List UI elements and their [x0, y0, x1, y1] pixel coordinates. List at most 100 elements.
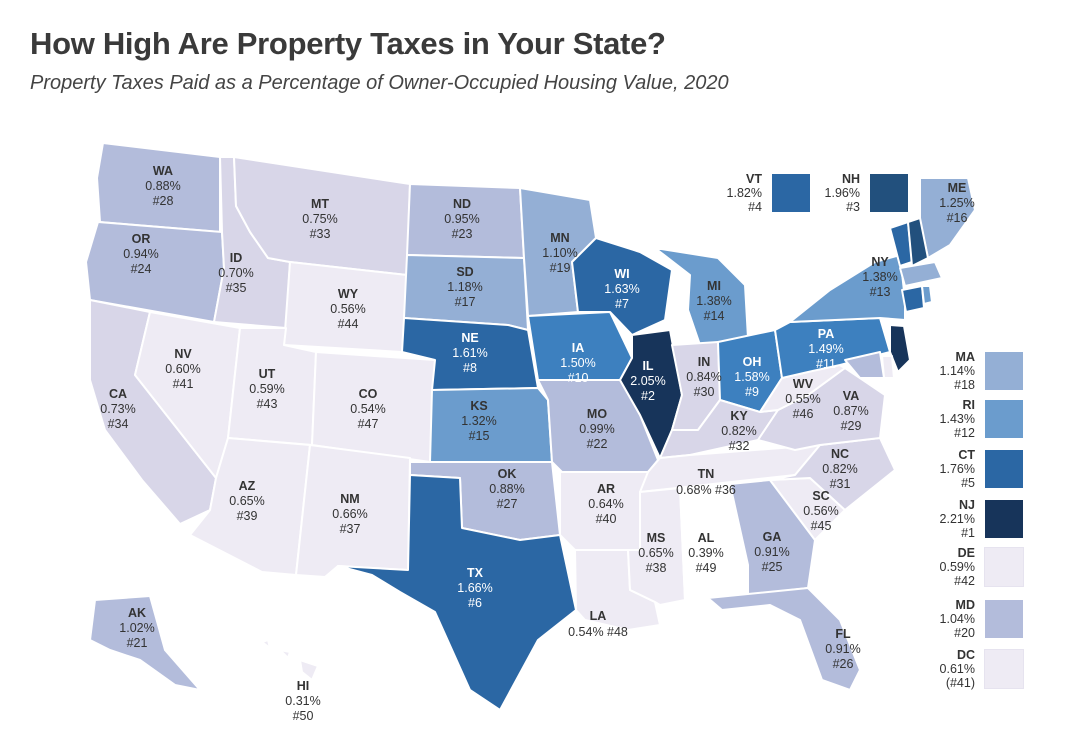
state-rate-pa: 1.49% [808, 342, 843, 356]
state-abbr-wa: WA [153, 164, 173, 178]
legend-md-rank: #20 [954, 626, 975, 640]
state-rate-nm: 0.66% [332, 507, 367, 521]
state-label-co: CO 0.54% #47 [350, 387, 385, 431]
state-label-nv: NV 0.60% #41 [165, 347, 200, 391]
state-nh [907, 217, 929, 267]
state-rate-al: 0.39% [688, 546, 723, 560]
state-rank-sd: #17 [455, 295, 476, 309]
legend-nj-rate: 2.21% [939, 512, 975, 526]
state-rank-ca: #34 [108, 417, 129, 431]
state-rate-nd: 0.95% [444, 212, 479, 226]
state-abbr-ut: UT [259, 367, 276, 381]
state-rank-ar: #40 [596, 512, 617, 526]
state-rank-mo: #22 [587, 437, 608, 451]
state-abbr-me: ME [948, 181, 967, 195]
legend-md-abbr: MD [955, 598, 975, 612]
callout-nh-rate: 1.96% [824, 186, 860, 200]
state-rate-nv: 0.60% [165, 362, 200, 376]
state-abbr-wy: WY [338, 287, 359, 301]
state-rate-id: 0.70% [218, 266, 253, 280]
state-rate-mn: 1.10% [542, 246, 577, 260]
legend-dc-rate: 0.61% [939, 662, 975, 676]
state-rank-id: #35 [226, 281, 247, 295]
state-rank-nv: #41 [173, 377, 194, 391]
state-label-or: OR 0.94% #24 [123, 232, 158, 276]
legend-nj-rank: #1 [961, 526, 975, 540]
state-abbr-wi: WI [614, 267, 629, 281]
state-rate-sd: 1.18% [447, 280, 482, 294]
legend-ct-abbr: CT [958, 448, 975, 462]
state-rate-ca: 0.73% [100, 402, 135, 416]
state-label-in: IN 0.84% #30 [686, 355, 721, 399]
state-abbr-ar: AR [597, 482, 615, 496]
state-label-il: IL 2.05% #2 [630, 359, 665, 403]
state-abbr-mi: MI [707, 279, 721, 293]
state-rate-az: 0.65% [229, 494, 264, 508]
state-rank-nd: #23 [452, 227, 473, 241]
state-label-ms: MS 0.65% #38 [638, 531, 673, 575]
legend-ma-rank: #18 [954, 378, 975, 392]
state-label-wi: WI 1.63% #7 [604, 267, 639, 311]
state-value-la: 0.54% #48 [568, 625, 628, 639]
state-abbr-ok: OK [498, 467, 517, 481]
callout-vt-swatch [772, 174, 810, 212]
state-rank-ok: #27 [497, 497, 518, 511]
state-label-mt: MT 0.75% #33 [302, 197, 337, 241]
state-rate-co: 0.54% [350, 402, 385, 416]
callout-nh-swatch [870, 174, 908, 212]
state-rank-wy: #44 [338, 317, 359, 331]
state-rate-ky: 0.82% [721, 424, 756, 438]
legend-ma-swatch [985, 352, 1023, 390]
legend-md: MD 1.04% #20 [933, 598, 1023, 640]
state-label-ak: AK 1.02% #21 [119, 606, 154, 650]
state-abbr-sd: SD [456, 265, 473, 279]
legend-de-swatch [984, 547, 1024, 587]
state-label-mn: MN 1.10% #19 [542, 231, 577, 275]
state-label-wy: WY 0.56% #44 [330, 287, 365, 331]
legend-ri: RI 1.43% #12 [933, 398, 1023, 440]
state-rate-nc: 0.82% [822, 462, 857, 476]
legend-de-abbr: DE [957, 546, 975, 560]
callout-vt-abbr: VT [746, 172, 762, 186]
state-abbr-ak: AK [128, 606, 146, 620]
state-label-nc: NC 0.82% #31 [822, 447, 857, 491]
state-rank-ga: #25 [762, 560, 783, 574]
state-label-wv: WV 0.55% #46 [785, 377, 820, 421]
legend-de: DE 0.59% #42 [933, 546, 1024, 588]
state-rank-pa: #11 [816, 357, 836, 371]
state-abbr-nm: NM [340, 492, 359, 506]
callout-vt: VT 1.82% #4 [720, 172, 810, 214]
state-rate-va: 0.87% [833, 404, 868, 418]
legend-dc-abbr: DC [956, 648, 975, 662]
state-rate-tx: 1.66% [457, 581, 492, 595]
state-label-ca: CA 0.73% #34 [100, 387, 135, 431]
state-abbr-pa: PA [818, 327, 834, 341]
state-label-tx: TX 1.66% #6 [457, 566, 492, 610]
state-rank-nm: #37 [340, 522, 361, 536]
state-rank-ut: #43 [257, 397, 278, 411]
legend-ma-abbr: MA [955, 350, 975, 364]
state-rate-ny: 1.38% [862, 270, 897, 284]
callout-vt-rate: 1.82% [726, 186, 762, 200]
state-hi [261, 639, 319, 681]
state-rank-ne: #8 [463, 361, 477, 375]
state-rate-or: 0.94% [123, 247, 158, 261]
state-rate-wi: 1.63% [604, 282, 639, 296]
state-rank-wa: #28 [153, 194, 174, 208]
legend-nj-abbr: NJ [959, 498, 975, 512]
state-abbr-or: OR [132, 232, 151, 246]
state-rank-ky: #32 [729, 439, 750, 453]
legend-dc-swatch [984, 649, 1024, 689]
state-rate-ks: 1.32% [461, 414, 496, 428]
state-rank-hi: #50 [293, 709, 314, 723]
state-rank-wi: #7 [615, 297, 629, 311]
state-abbr-ny: NY [871, 255, 889, 269]
state-rate-wa: 0.88% [145, 179, 180, 193]
map-title: How High Are Property Taxes in Your Stat… [30, 26, 666, 61]
state-rate-mt: 0.75% [302, 212, 337, 226]
state-abbr-ga: GA [763, 530, 782, 544]
legend-dc: DC 0.61% (#41) [933, 648, 1024, 690]
state-abbr-id: ID [230, 251, 243, 265]
state-label-tn: TN 0.68% #36 [676, 467, 736, 497]
state-rank-ms: #38 [646, 561, 667, 575]
